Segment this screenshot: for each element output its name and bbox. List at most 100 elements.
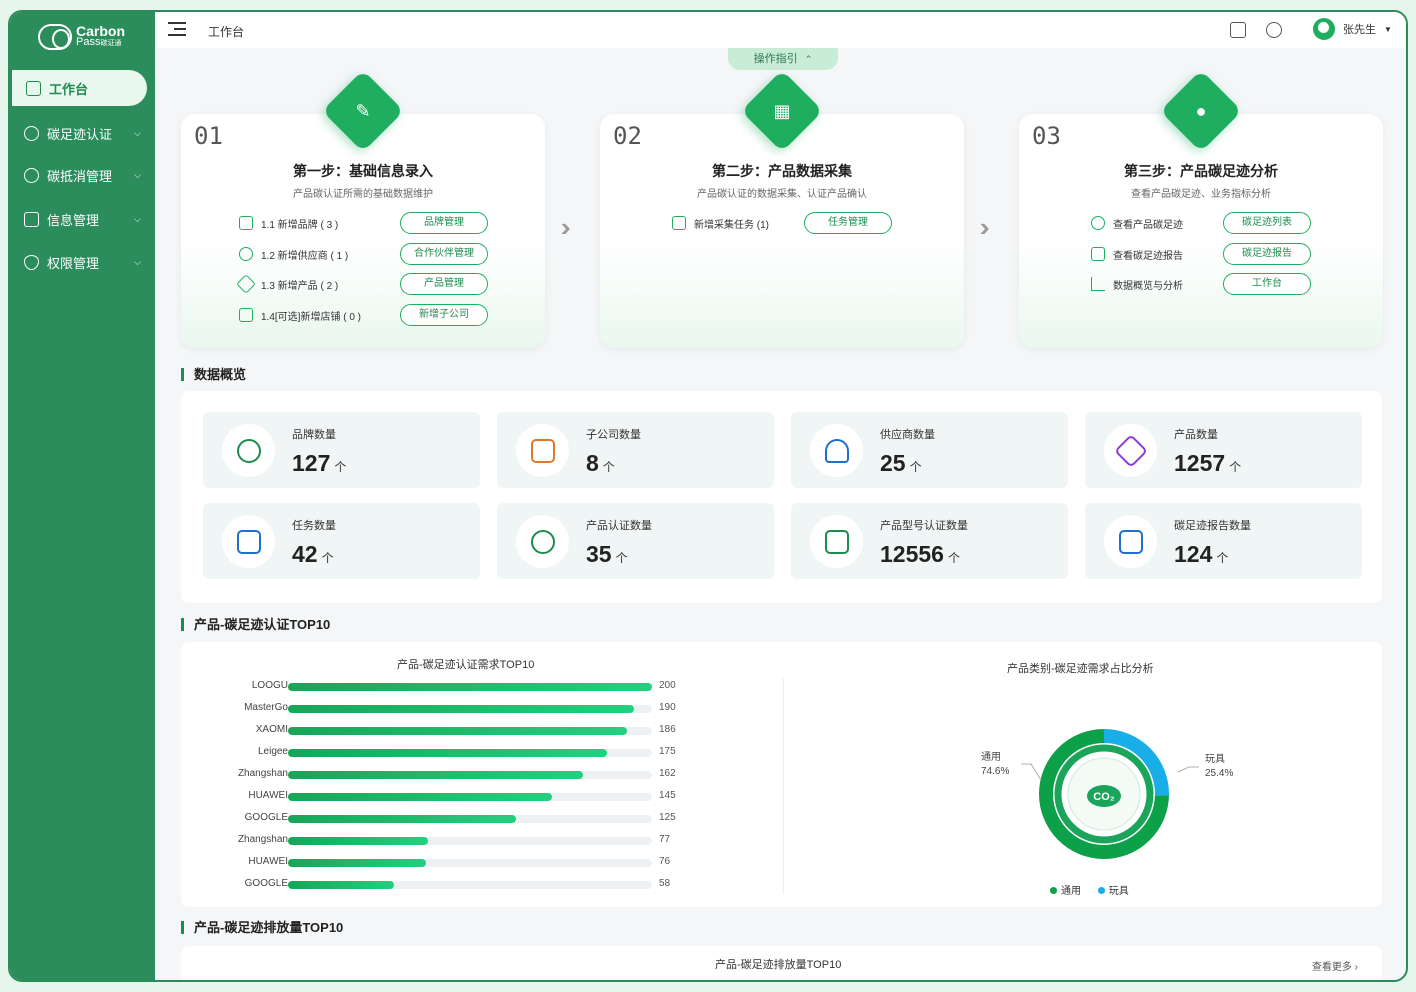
footprint-report-button[interactable]: 碳足迹报告 [1223, 243, 1311, 265]
bar[interactable] [288, 705, 634, 713]
bar-category-label: Zhangshan [237, 834, 288, 845]
pie-slice-name: 玩具 [1205, 753, 1225, 765]
bar-category-label: GOOGLE [244, 878, 288, 889]
report-icon [1091, 247, 1105, 261]
pie-slice-percent: 74.6% [981, 766, 1009, 777]
step-badge: ▦ [740, 69, 824, 153]
section-title-emission: 产品-碳足迹排放量TOP10 [181, 921, 343, 934]
sidebar-item-info[interactable]: 信息管理 ⌵ [10, 201, 155, 237]
user-menu[interactable]: 张先生 ▼ [1313, 18, 1392, 40]
sidebar-item-workbench[interactable]: 工作台 [12, 70, 147, 106]
stat-card-brands[interactable]: 品牌数量 127 个 [203, 412, 480, 488]
sidebar-item-carbon-cert[interactable]: 碳足迹认证 ⌵ [10, 115, 155, 151]
pie-slice-0[interactable] [1039, 729, 1169, 859]
bar[interactable] [288, 771, 583, 779]
view-more-link[interactable]: 查看更多 › [1311, 962, 1358, 973]
step-row: 1.2 新增供应商 ( 1 ) [239, 243, 348, 265]
stat-label: 碳足迹报告数量 [1174, 520, 1251, 532]
sidebar-item-carbon-offset[interactable]: 碳抵消管理 ⌵ [10, 157, 155, 193]
section-title-top10: 产品-碳足迹认证TOP10 [181, 618, 330, 631]
step-row-text: 1.4[可选]新增店铺 ( 0 ) [261, 311, 362, 323]
stat-value: 35 [586, 541, 612, 567]
badge-check-icon [516, 515, 569, 568]
stat-value: 127 [292, 450, 331, 476]
step-row-text: 1.3 新增产品 ( 2 ) [261, 280, 339, 292]
bar-category-label: GOOGLE [244, 812, 288, 823]
step-badge: ✎ [321, 69, 405, 153]
bar-value-label: 145 [659, 790, 676, 801]
step-card-2: ▦ 02 第二步：产品数据采集 产品碳认证的数据采集、认证产品确认 新增采集任务… [600, 69, 964, 348]
supplier-icon [239, 247, 253, 261]
stat-card-suppliers[interactable]: 供应商数量 25 个 [791, 412, 1068, 488]
stat-card-product-certs[interactable]: 产品认证数量 35 个 [497, 503, 774, 579]
stat-card-model-certs[interactable]: 产品型号认证数量 12556 个 [791, 503, 1068, 579]
bar-track [288, 837, 652, 845]
bar-value-label: 175 [659, 746, 676, 757]
step-card-3: ● 03 第三步：产品碳足迹分析 查看产品碳足迹、业务指标分析 查看产品碳足迹 … [1019, 69, 1383, 348]
stat-card-products[interactable]: 产品数量 1257 个 [1085, 412, 1362, 488]
logo[interactable]: Carbon Pass碳证通 [38, 22, 125, 52]
top-bar: 工作台 张先生 ▼ [155, 12, 1406, 48]
step-row-text: 1.2 新增供应商 ( 1 ) [261, 250, 349, 262]
guide-toggle[interactable]: 操作指引 ⌃ [728, 48, 838, 70]
bar-value-label: 190 [659, 702, 676, 713]
pen-icon: ✎ [355, 101, 371, 121]
bar-track [288, 749, 652, 757]
bar-chart-title: 产品-碳足迹认证需求TOP10 [397, 659, 535, 671]
stat-card-tasks[interactable]: 任务数量 42 个 [203, 503, 480, 579]
bar-row: GOOGLE 125 [181, 812, 781, 826]
stat-unit: 个 [321, 551, 334, 565]
bar[interactable] [288, 793, 552, 801]
pie-slice-1[interactable] [1103, 729, 1169, 796]
bar-track [288, 727, 652, 735]
brand-manage-button[interactable]: 品牌管理 [400, 212, 488, 234]
step-row: 1.4[可选]新增店铺 ( 0 ) [239, 304, 361, 326]
headset-icon[interactable] [1266, 22, 1282, 38]
bar-category-label: Zhangshan [237, 768, 288, 779]
partner-manage-button[interactable]: 合作伙伴管理 [400, 243, 488, 265]
building-icon [239, 308, 253, 322]
bar[interactable] [288, 815, 516, 823]
step-row: 1.1 新增品牌 ( 3 ) [239, 212, 338, 234]
chevron-down-icon: ⌵ [134, 213, 141, 224]
product-manage-button[interactable]: 产品管理 [400, 273, 488, 295]
task-manage-button[interactable]: 任务管理 [804, 212, 892, 234]
bar-chart-icon [1091, 277, 1105, 291]
bar-row: Leigee 175 [181, 746, 781, 760]
footprint-list-button[interactable]: 碳足迹列表 [1223, 212, 1311, 234]
badge-check-icon [24, 125, 39, 141]
bar-category-label: Leigee [257, 746, 288, 757]
bar[interactable] [288, 881, 394, 889]
donut-center-label: CO₂ [1093, 791, 1115, 803]
legend-item[interactable]: 玩具 [1097, 886, 1129, 897]
emission-panel: 产品-碳足迹排放量TOP10 查看更多 › [181, 946, 1382, 980]
bar[interactable] [288, 727, 627, 735]
bar[interactable] [288, 749, 607, 757]
legend-label: 通用 [1061, 886, 1081, 897]
sidebar-item-permission[interactable]: 权限管理 ⌵ [10, 244, 155, 280]
stat-unit: 个 [909, 460, 922, 474]
step-row: 查看碳足迹报告 [1091, 243, 1183, 265]
bar[interactable] [288, 837, 429, 845]
data-collect-icon: ▦ [773, 101, 791, 121]
step-row: 1.3 新增产品 ( 2 ) [236, 273, 339, 295]
add-subsidiary-button[interactable]: 新增子公司 [400, 304, 488, 326]
add-file-icon[interactable] [1230, 22, 1246, 38]
workbench-button[interactable]: 工作台 [1223, 273, 1311, 295]
step-row: 新增采集任务 (1) [672, 212, 769, 234]
cube-icon [236, 274, 256, 294]
task-list-icon [222, 515, 275, 568]
stat-value: 124 [1174, 541, 1213, 567]
bar[interactable] [288, 683, 652, 691]
bar-value-label: 186 [659, 724, 676, 735]
stat-card-reports[interactable]: 碳足迹报告数量 124 个 [1085, 503, 1362, 579]
menu-collapse-icon[interactable] [168, 22, 186, 36]
cloud-icon [1087, 785, 1121, 807]
stat-unit: 个 [602, 460, 615, 474]
avatar [1313, 18, 1335, 40]
legend-item[interactable]: 通用 [1050, 886, 1081, 897]
bar[interactable] [288, 859, 427, 867]
chevron-down-icon: ⌵ [134, 256, 141, 267]
